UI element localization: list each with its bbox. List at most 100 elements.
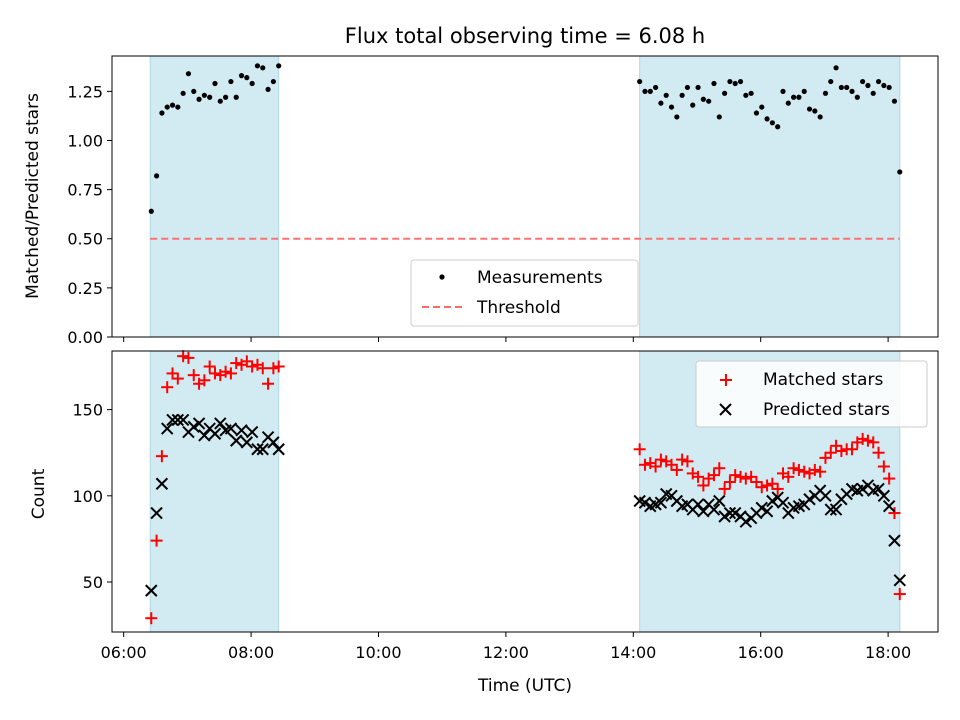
predicted-star-point	[882, 499, 896, 513]
measurement-point	[642, 88, 648, 94]
matched-star-point	[256, 362, 269, 375]
measurement-point	[860, 78, 866, 85]
matched-star-point	[697, 479, 710, 492]
measurement-point	[233, 94, 239, 100]
measurement-point	[791, 94, 797, 100]
matched-star-point	[246, 360, 259, 373]
matched-star-point	[633, 443, 646, 456]
matched-star-point	[240, 355, 253, 368]
matched-star-point	[734, 470, 747, 483]
y-tick-label: 0.00	[67, 328, 103, 347]
y-axis-ticks: 50 100 150	[72, 401, 112, 592]
matched-star-point	[649, 460, 662, 473]
predicted-star-point	[208, 427, 222, 440]
matched-star-point	[856, 432, 869, 445]
measurement-point	[180, 90, 186, 96]
y-tick-label: 0.75	[67, 181, 103, 200]
predicted-star-point	[272, 443, 285, 456]
predicted-star-point	[198, 429, 211, 442]
matched-star-point	[766, 477, 779, 490]
measurement-point	[828, 78, 834, 85]
measurement-point	[674, 114, 680, 120]
predicted-star-point	[171, 413, 185, 427]
ratio-panel: 0.00 0.25 0.50 0.75 1.00 1.25 Flux total obse…	[23, 24, 939, 347]
predicted-star-point	[803, 493, 816, 506]
matched-star-point	[883, 472, 896, 485]
y-tick-label: 100	[72, 487, 103, 506]
predicted-star-point	[729, 506, 742, 520]
measurement-point	[764, 116, 770, 122]
legend-marker-matched-stars	[720, 374, 732, 386]
predicted-star-point	[718, 510, 731, 523]
measurement-point	[169, 102, 176, 108]
measurement-point	[886, 84, 892, 91]
observing-interval-band	[149, 350, 280, 633]
predicted-star-point	[723, 506, 737, 520]
x-tick-label: 18:00	[865, 643, 911, 662]
predicted-star-point	[755, 501, 768, 515]
predicted-star-point	[654, 496, 668, 509]
measurement-point	[668, 104, 675, 110]
measurement-point	[260, 65, 266, 71]
measurement-point	[833, 65, 839, 71]
measurement-point	[875, 78, 882, 85]
predicted-star-point	[760, 505, 774, 518]
measurement-point	[870, 90, 876, 96]
measurement-point	[706, 98, 712, 104]
predicted-star-point	[877, 489, 891, 503]
predicted-star-point	[766, 494, 779, 508]
measurement-points	[148, 63, 903, 214]
y-tick-label: 50	[83, 573, 103, 592]
predicted-star-point	[713, 494, 726, 508]
measurement-point	[663, 92, 669, 98]
matched-star-point	[638, 458, 651, 471]
matched-star-point	[676, 453, 689, 466]
measurement-point	[270, 78, 276, 85]
measurement-point	[185, 71, 192, 77]
predicted-star-point	[187, 420, 200, 434]
matched-star-point	[171, 372, 184, 385]
measurement-point	[743, 92, 749, 98]
matched-star-point	[198, 374, 211, 387]
predicted-star-point	[240, 436, 254, 449]
predicted-star-point	[776, 496, 790, 509]
measurement-point	[748, 90, 754, 96]
measurement-point	[796, 94, 802, 100]
matched-star-point	[782, 470, 795, 483]
measurement-point	[690, 102, 696, 108]
plot-frame	[111, 350, 939, 633]
legend-label-predicted-stars: Predicted stars	[763, 400, 890, 420]
observing-intervals	[149, 350, 901, 633]
observing-interval-band	[149, 55, 280, 338]
predicted-star-point	[155, 477, 169, 490]
measurement-point	[695, 84, 701, 91]
measurement-point	[164, 104, 170, 110]
y-axis-ticks: 0.00 0.25 0.50 0.75 1.00 1.25	[67, 82, 112, 347]
measurement-point	[721, 90, 728, 96]
legend: Matched stars Predicted stars	[695, 360, 928, 428]
measurement-point	[785, 100, 791, 106]
predicted-star-point	[176, 413, 190, 427]
count-points	[145, 350, 906, 625]
x-axis-ticks	[123, 337, 889, 342]
y-axis-label: Count	[29, 468, 49, 519]
predicted-star-point	[819, 489, 832, 503]
matched-star-point	[707, 469, 720, 482]
matched-star-point	[893, 588, 906, 601]
x-tick-label: 12:00	[483, 643, 529, 662]
x-tick-label: 06:00	[101, 643, 147, 662]
measurement-point	[737, 78, 744, 85]
predicted-star-point	[829, 503, 843, 516]
matched-star-point	[787, 462, 800, 475]
matched-star-point	[846, 443, 859, 456]
measurement-point	[637, 78, 643, 85]
measurement-point	[658, 100, 664, 106]
count-panel: 50 100 150 06:00 08:00 10:00 12:00 14:00 16:00 1…	[29, 350, 939, 696]
measurement-point	[679, 92, 685, 98]
measurement-point	[700, 96, 706, 102]
measurement-point	[759, 104, 765, 110]
matched-star-point	[798, 465, 811, 478]
legend-label-measurements: Measurements	[477, 268, 603, 288]
measurement-point	[175, 104, 181, 110]
